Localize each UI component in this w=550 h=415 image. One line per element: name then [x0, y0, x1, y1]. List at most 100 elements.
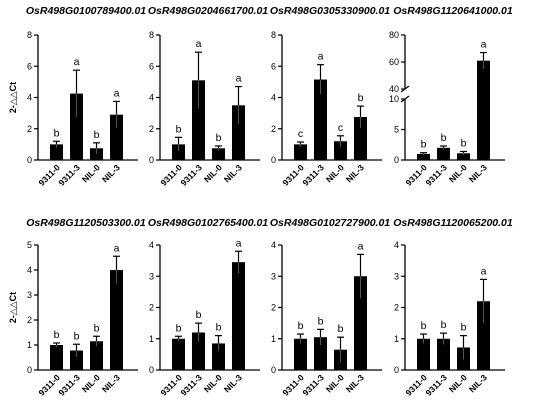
bar: [232, 105, 245, 160]
significance-label: b: [441, 319, 447, 331]
panel-title: OsR498G1120065200.01: [393, 217, 513, 229]
significance-label: b: [94, 129, 100, 141]
significance-label: a: [114, 242, 120, 254]
x-category-label: NIL-0: [80, 372, 102, 394]
bar: [417, 153, 430, 160]
bar: [294, 144, 307, 160]
y-tick-label: 60: [389, 57, 399, 67]
y-tick-label: 6: [149, 61, 154, 71]
y-tick-label: 2: [271, 124, 276, 134]
bar: [314, 79, 327, 160]
bar: [232, 262, 245, 370]
y-tick-label: 0: [271, 365, 276, 375]
panel-title: OsR498G0102727900.01: [270, 217, 390, 229]
x-category-label: NIL-3: [222, 162, 244, 184]
bar: [192, 80, 205, 160]
significance-label: c: [338, 122, 343, 134]
y-tick-label: 2: [271, 303, 276, 313]
y-tick-label: 1: [394, 334, 399, 344]
y-tick-label: 2: [149, 124, 154, 134]
significance-label: b: [338, 323, 344, 335]
y-tick-label: 10: [389, 94, 399, 104]
panel-title: OsR498G0204661700.01: [148, 5, 268, 17]
y-tick-label: 2: [27, 315, 32, 325]
y-tick-label: 0: [27, 365, 32, 375]
significance-label: a: [318, 51, 324, 63]
significance-label: a: [196, 38, 202, 50]
significance-label: b: [358, 92, 364, 104]
significance-label: b: [461, 322, 467, 334]
bar: [192, 332, 205, 370]
bar: [477, 60, 490, 160]
chart-panel: OsR498G1120503300.01 0 1 2 3 4 5 2-△△Ct b 9311-0 b…: [8, 217, 146, 398]
y-tick-label: 4: [271, 93, 276, 103]
chart-panel: OsR498G0305330900.01 0 2 4 6 8 c 9311-0 a 9311-3 c…: [270, 5, 390, 188]
y-tick-label: 6: [271, 61, 276, 71]
y-tick-label: 5: [394, 125, 399, 135]
significance-label: b: [176, 322, 182, 334]
y-tick-label: 0: [149, 365, 154, 375]
x-category-label: 9311-0: [158, 162, 184, 188]
significance-label: b: [74, 330, 80, 342]
x-category-label: 9311-0: [158, 372, 184, 398]
y-tick-label: 0: [149, 155, 154, 165]
x-category-label: 9311-3: [56, 162, 82, 188]
significance-label: b: [298, 320, 304, 332]
x-category-label: NIL-3: [467, 372, 489, 394]
x-category-label: 9311-3: [178, 162, 204, 188]
bar: [354, 117, 367, 160]
y-tick-label: 80: [389, 30, 399, 40]
bar: [110, 114, 123, 160]
y-tick-label: 0: [394, 155, 399, 165]
significance-label: a: [481, 265, 487, 277]
x-category-label: 9311-0: [280, 372, 306, 398]
y-tick-label: 1: [27, 340, 32, 350]
x-category-label: NIL-0: [202, 162, 224, 184]
x-category-label: NIL-3: [100, 162, 122, 184]
y-tick-label: 0: [394, 365, 399, 375]
y-tick-label: 3: [149, 271, 154, 281]
chart-panel: OsR498G0204661700.01 0 2 4 6 8 b 9311-0 a 9311-3 b…: [148, 5, 268, 188]
x-category-label: NIL-0: [202, 372, 224, 394]
y-tick-label: 1: [271, 334, 276, 344]
y-tick-label: 2: [394, 303, 399, 313]
x-category-label: 9311-0: [280, 162, 306, 188]
bar: [70, 350, 83, 370]
y-tick-label: 8: [271, 30, 276, 40]
bar: [50, 144, 63, 160]
y-tick-label: 0: [271, 155, 276, 165]
panel-title: OsR498G1120503300.01: [26, 217, 146, 229]
significance-label: b: [216, 322, 222, 334]
bar: [294, 338, 307, 370]
chart-panel: OsR498G0102765400.01 0 1 2 3 4 b 9311-0 b 9311-3 b…: [148, 217, 268, 398]
x-category-label: 9311-0: [403, 162, 429, 188]
significance-label: b: [54, 329, 60, 341]
y-tick-label: 2: [27, 124, 32, 134]
x-category-label: 9311-3: [300, 372, 326, 398]
significance-label: c: [298, 128, 303, 140]
bar: [437, 147, 450, 160]
y-tick-label: 4: [149, 240, 154, 250]
significance-label: a: [236, 73, 242, 85]
x-category-label: 9311-0: [403, 372, 429, 398]
x-category-label: 9311-0: [36, 162, 62, 188]
bar: [354, 276, 367, 370]
x-category-label: NIL-3: [344, 162, 366, 184]
y-tick-label: 4: [394, 240, 399, 250]
x-category-label: 9311-3: [178, 372, 204, 398]
y-tick-label: 4: [27, 93, 32, 103]
chart-panel: OsR498G0102727900.01 0 1 2 3 4 b 9311-0 b 9311-3 b…: [270, 217, 390, 398]
x-category-label: NIL-0: [324, 372, 346, 394]
y-tick-label: 40: [389, 84, 399, 94]
significance-label: b: [421, 320, 427, 332]
y-tick-label: 2: [149, 303, 154, 313]
y-tick-label: 4: [271, 240, 276, 250]
bar: [437, 338, 450, 370]
y-tick-label: 0: [27, 155, 32, 165]
panel-title: OsR498G0102765400.01: [148, 217, 268, 229]
bar: [172, 144, 185, 160]
significance-label: b: [216, 132, 222, 144]
x-category-label: NIL-3: [100, 372, 122, 394]
bar: [417, 338, 430, 370]
